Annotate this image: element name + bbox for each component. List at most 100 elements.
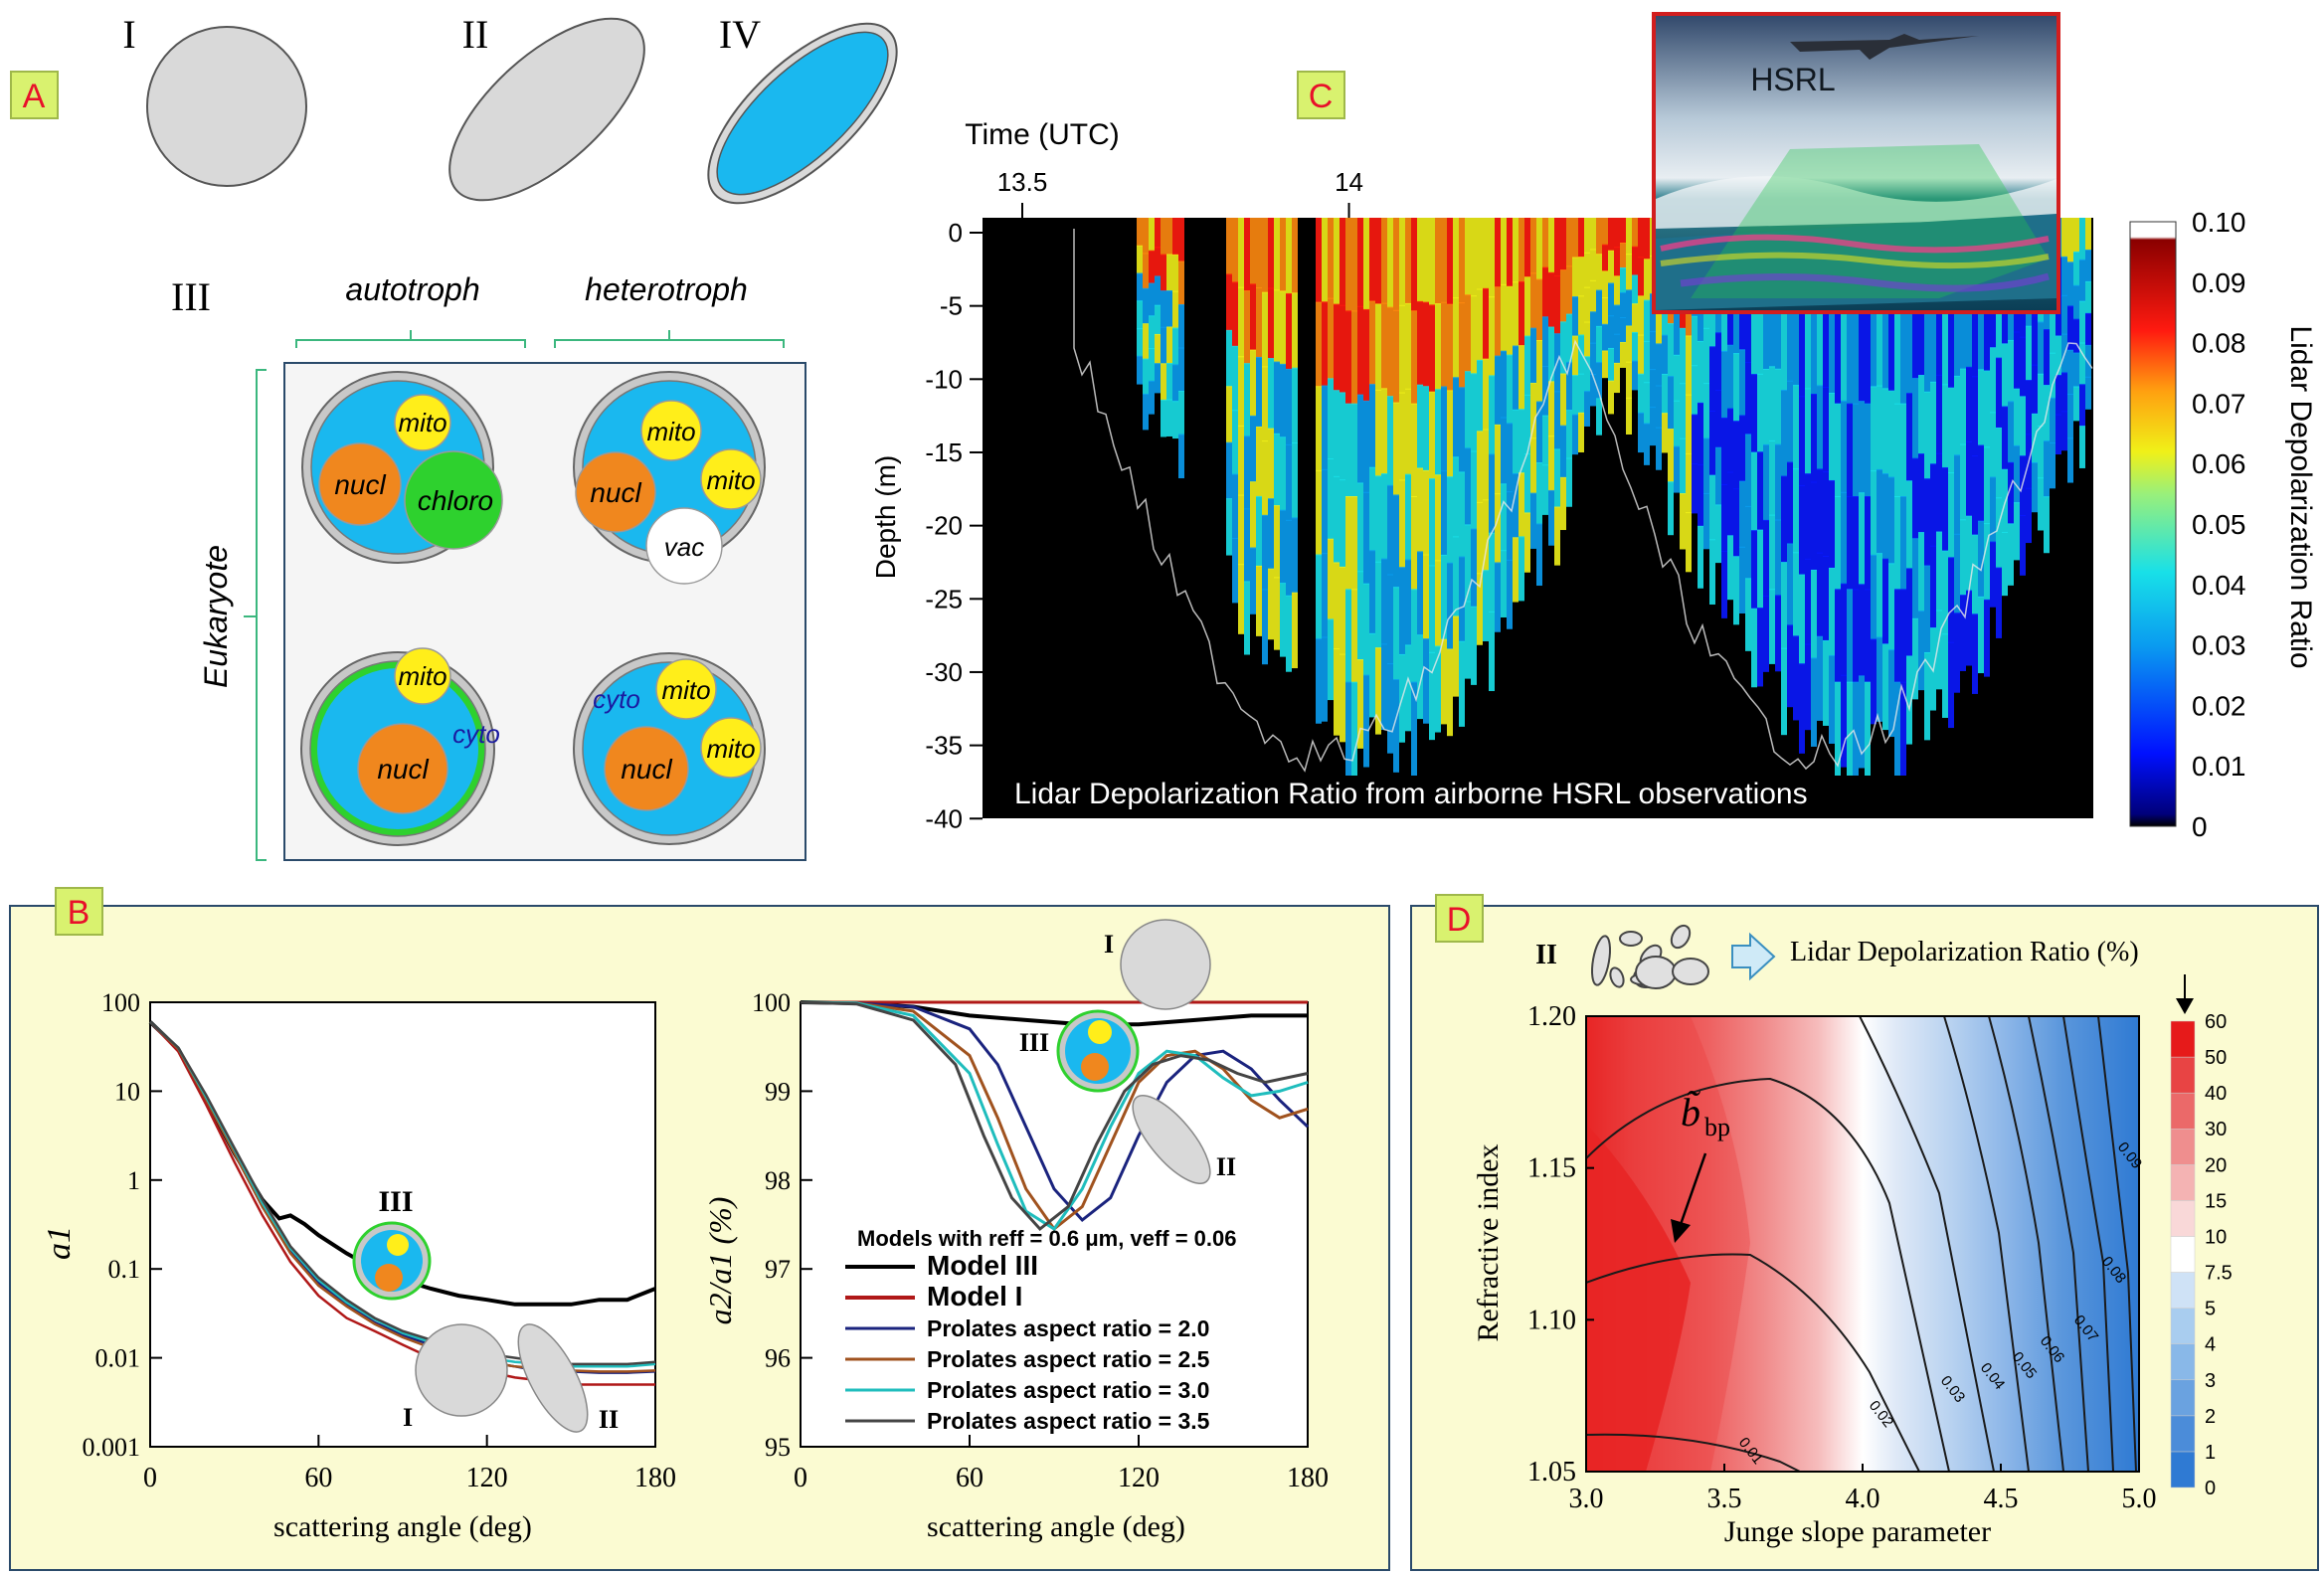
panel-d-label-box bbox=[1435, 894, 1484, 943]
a1-y-tick-label: 0.001 bbox=[83, 1433, 141, 1462]
contour-line bbox=[2062, 1016, 2114, 1472]
a1-y-axis-label: a1 bbox=[41, 1226, 78, 1260]
contour-line bbox=[1586, 1077, 1950, 1472]
legend-label: Prolates aspect ratio = 3.0 bbox=[927, 1377, 1209, 1403]
mito-label: mito bbox=[646, 417, 695, 446]
lidar-y-tick-label: 0 bbox=[949, 218, 963, 248]
a1-y-tick-label: 0.1 bbox=[108, 1255, 141, 1284]
contour-y-axis-label: Refractive index bbox=[1472, 1143, 1505, 1341]
contour-colorbar-tick-label: 1 bbox=[2205, 1442, 2216, 1464]
a1-cell-iii-nucl bbox=[375, 1264, 403, 1292]
lidar-y-ticks: 0 -5 -10 -15 -20 -25 -30 -35 -40 bbox=[925, 218, 983, 833]
a1-annotation-iii: III bbox=[378, 1185, 413, 1218]
a2a1-legend: Models with reff = 0.6 μm, veff = 0.06 M… bbox=[845, 1226, 1236, 1434]
legend-label: Prolates aspect ratio = 3.5 bbox=[927, 1408, 1210, 1434]
contour-line bbox=[1586, 1433, 1801, 1472]
lidar-colorbar-tick-label: 0.05 bbox=[2192, 509, 2246, 540]
a2a1-y-tick-label: 99 bbox=[765, 1077, 791, 1106]
panel-b: B 0 60 120 180 0.001 0.01 0.1 1 10 100 a1 scatter… bbox=[9, 887, 1390, 1571]
mito-organelle-2 bbox=[700, 448, 762, 510]
bbp-subscript: bp bbox=[1704, 1113, 1730, 1141]
a2a1-axis-ticks: 0 60 120 180 95 96 97 98 99 100 bbox=[752, 988, 1329, 1493]
contour-line bbox=[2097, 1016, 2137, 1472]
contour-y-tick-label: 1.15 bbox=[1527, 1153, 1576, 1184]
a2a1-y-axis-label: a2/a1 (%) bbox=[702, 1197, 738, 1325]
contour-colorbar-tick-label: 7.5 bbox=[2205, 1263, 2233, 1285]
panel-a-label: A bbox=[23, 78, 46, 115]
a1-x-tick-label: 0 bbox=[143, 1463, 157, 1493]
mito-label-2: mito bbox=[706, 465, 755, 495]
contour-colorbar-swatch bbox=[2170, 1128, 2196, 1165]
arrow-right-icon bbox=[1731, 932, 1776, 981]
sphere-shape-i bbox=[146, 26, 307, 187]
contour-colorbar: 0 1 2 3 4 5 7.5 10 15 20 30 40 50 60 bbox=[2170, 1011, 2233, 1499]
chloro-organelle bbox=[404, 450, 503, 550]
contour-colorbar-tick-label: 2 bbox=[2205, 1406, 2216, 1428]
nucl-label: nucl bbox=[590, 477, 641, 508]
lidar-y-tick-label: -5 bbox=[940, 291, 963, 321]
contour-plot bbox=[1586, 1016, 2139, 1472]
legend-label: Model III bbox=[927, 1250, 1038, 1281]
nucl-organelle bbox=[604, 726, 689, 811]
a2a1-lines bbox=[800, 1000, 1310, 1232]
a2a1-y-tick-label: 97 bbox=[765, 1255, 791, 1284]
contour-colorbar-swatch bbox=[2170, 1451, 2196, 1488]
contour-x-tick-label: 3.0 bbox=[1569, 1484, 1604, 1514]
a1-prolate-ii-icon bbox=[517, 1323, 589, 1433]
contour-axis-ticks: 3.0 3.5 4.0 4.5 5.0 1.05 1.10 1.15 1.20 bbox=[1527, 1001, 2157, 1514]
contour-line bbox=[1943, 1016, 2030, 1472]
contour-y-tick-label: 1.10 bbox=[1527, 1305, 1576, 1335]
contour-colorbar-tick-label: 10 bbox=[2205, 1226, 2227, 1248]
contour-x-tick-label: 5.0 bbox=[2122, 1484, 2157, 1514]
lidar-colorbar-tick-label: 0.07 bbox=[2192, 388, 2246, 419]
contour-colorbar-tick-label: 4 bbox=[2205, 1334, 2216, 1356]
contour-x-tick-label: 4.5 bbox=[1984, 1484, 2019, 1514]
contour-line bbox=[1586, 1253, 1920, 1472]
legend-title: Models with reff = 0.6 μm, veff = 0.06 bbox=[857, 1226, 1236, 1251]
lidar-y-tick-label: -20 bbox=[925, 511, 963, 541]
a2a1-series-line-5 bbox=[800, 1000, 1309, 1232]
lidar-colorbar-tick-label: 0.10 bbox=[2192, 207, 2246, 238]
contour-line bbox=[1988, 1016, 2064, 1472]
a1-axis-ticks: 0 60 120 180 0.001 0.01 0.1 1 10 100 bbox=[83, 988, 677, 1493]
a1-y-tick-label: 10 bbox=[114, 1077, 140, 1106]
autotroph-bracket bbox=[295, 330, 526, 348]
nucl-organelle bbox=[357, 723, 448, 814]
column-label-autotroph: autotroph bbox=[345, 271, 479, 307]
contour-colorbar-tick-label: 30 bbox=[2205, 1119, 2227, 1140]
lidar-colorbar-tick-label: 0.06 bbox=[2192, 448, 2246, 479]
bbp-annotation: b̃ bbox=[1681, 1090, 1700, 1135]
a2a1-sphere-i-icon bbox=[1120, 919, 1211, 1010]
cell-heterotroph-1: mito mito nucl vac bbox=[573, 371, 766, 585]
contour-x-axis-label: Junge slope parameter bbox=[1724, 1515, 1991, 1548]
a2a1-annotation-i: I bbox=[1104, 930, 1114, 959]
contour-colorbar-tick-label: 50 bbox=[2205, 1047, 2227, 1069]
lidar-time-axis-title: Time (UTC) bbox=[965, 118, 1120, 151]
cyto-label: cyto bbox=[452, 719, 500, 749]
panel-c-label-box bbox=[1297, 71, 1345, 119]
nucl-label: nucl bbox=[334, 469, 386, 500]
mito-organelle bbox=[640, 400, 702, 461]
lidar-colorbar-tick-label: 0.04 bbox=[2192, 570, 2246, 601]
contour-line bbox=[1859, 1016, 1995, 1472]
a2a1-y-tick-label: 100 bbox=[752, 988, 791, 1017]
vac-label: vac bbox=[664, 532, 704, 562]
nucl-label: nucl bbox=[621, 754, 672, 785]
lidar-y-tick-label: -30 bbox=[925, 657, 963, 687]
contour-x-tick-label: 3.5 bbox=[1707, 1484, 1742, 1514]
contour-colorbar-tick-label: 15 bbox=[2205, 1190, 2227, 1212]
lidar-colorbar-ticks: 0 0.01 0.02 0.03 0.04 0.05 0.06 0.07 0.08 0.09 0.1… bbox=[2192, 207, 2246, 842]
a1-annotation-i: I bbox=[403, 1403, 413, 1432]
lidar-y-tick-label: -10 bbox=[925, 364, 963, 394]
shape-label-ii: II bbox=[462, 12, 489, 57]
lidar-colorbar-tick-label: 0.01 bbox=[2192, 751, 2246, 782]
contour-colorbar-swatch bbox=[2170, 1200, 2196, 1237]
a2a1-x-axis-label: scattering angle (deg) bbox=[927, 1510, 1185, 1543]
contour-colorbar-swatch bbox=[2170, 1272, 2196, 1309]
contour-colorbar-swatch bbox=[2170, 1092, 2196, 1130]
a2a1-series-line-3 bbox=[800, 1000, 1309, 1232]
legend-label: Prolates aspect ratio = 2.0 bbox=[927, 1315, 1209, 1341]
a1-x-tick-label: 120 bbox=[466, 1463, 508, 1493]
contour-colorbar-swatch bbox=[2170, 1379, 2196, 1417]
